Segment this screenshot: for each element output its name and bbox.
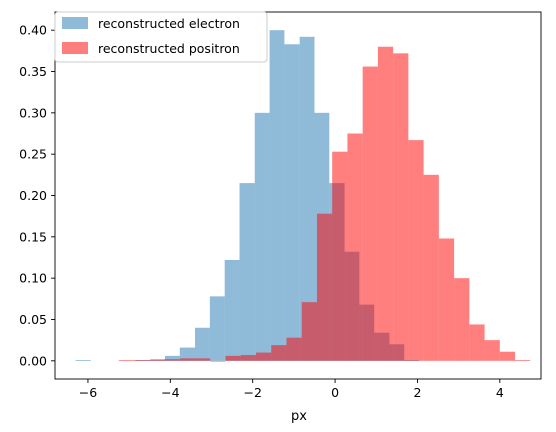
x-axis: −6 −4 −2 0 2 4 [79,379,504,400]
positron-bar [316,213,333,361]
positron-bar [134,359,150,361]
positron-bar [240,355,256,361]
x-axis-label: px [291,409,307,424]
positron-bar [225,355,241,361]
x-tick-label: 0 [331,385,339,400]
plot-area [54,11,542,380]
x-tick-label: −2 [243,385,261,400]
electron-bar [299,36,315,361]
positron-bar [484,340,500,361]
series-positron [118,46,531,362]
electron-bar [164,355,180,361]
x-tick-label: −6 [79,385,97,400]
y-tick-label: 0.30 [19,105,47,120]
positron-bar [301,302,317,361]
legend-label-electron: reconstructed electron [98,16,240,31]
x-tick-label: 4 [496,385,504,400]
legend-box [54,11,268,63]
y-tick-label: 0.25 [19,147,47,162]
positron-bar [179,358,196,361]
y-axis: 0.00 0.05 0.10 0.15 0.20 0.25 0.30 0.35 0.40 [19,23,55,368]
positron-bar [332,151,348,361]
positron-bar [499,351,516,361]
electron-bar [239,183,255,361]
electron-bar [284,44,300,361]
positron-bar [195,358,211,361]
positron-bar [393,53,409,361]
positron-bar [515,359,531,361]
y-tick-label: 0.20 [19,188,47,203]
electron-bar [224,259,240,361]
y-tick-label: 0.40 [19,23,47,38]
electron-bar [179,347,196,361]
positron-bar [377,46,394,361]
positron-bar [255,352,272,361]
positron-bar [423,174,439,361]
electron-bar [269,30,285,361]
positron-bar [408,140,424,361]
electron-bar [150,359,165,361]
positron-bar [164,359,180,361]
positron-bar [438,238,455,361]
y-tick-label: 0.10 [19,271,47,286]
positron-bar [469,324,485,361]
positron-bar [362,66,378,361]
electron-bar [75,359,91,361]
x-tick-label: −4 [161,385,179,400]
y-tick-label: 0.05 [19,312,47,327]
electron-bar [195,327,210,361]
positron-bar [210,360,226,362]
positron-bar [286,337,302,361]
legend-swatch-positron [62,42,88,54]
y-tick-label: 0.00 [19,353,47,368]
y-tick-label: 0.15 [19,229,47,244]
positron-bar [149,359,165,361]
positron-bar [347,133,363,361]
electron-bar [254,112,270,361]
x-tick-label: 2 [413,385,421,400]
electron-bar [209,296,225,361]
legend-label-positron: reconstructed positron [98,41,240,56]
y-tick-label: 0.35 [19,64,47,79]
positron-bar [454,278,470,361]
positron-bar [118,359,135,361]
legend-swatch-electron [62,17,88,29]
legend: reconstructed electron reconstructed pos… [54,11,268,63]
positron-bar [271,345,287,361]
